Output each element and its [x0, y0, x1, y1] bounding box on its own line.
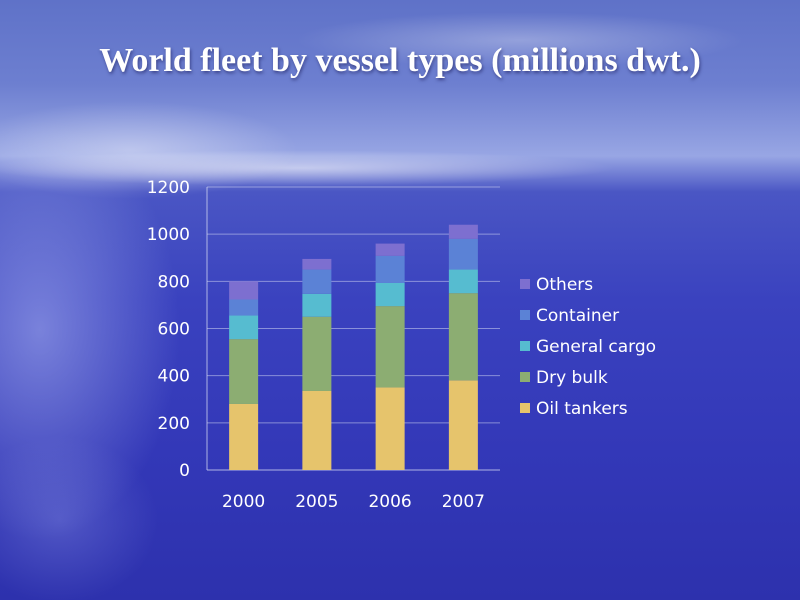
bar-segment: [448, 269, 478, 294]
legend-swatch: [520, 279, 530, 289]
y-tick-label: 0: [179, 461, 190, 481]
bar-segment: [375, 255, 405, 283]
legend-label: Dry bulk: [536, 368, 608, 388]
bar-segment: [229, 281, 259, 300]
bar-segment: [375, 387, 405, 470]
legend-swatch: [520, 310, 530, 320]
x-tick-labels: 2000 2005 2006 2007: [222, 492, 485, 512]
bar-segment: [375, 282, 405, 307]
legend-swatch: [520, 403, 530, 413]
y-tick-label: 1000: [147, 225, 190, 245]
legend-swatch: [520, 372, 530, 382]
y-tick-label: 600: [158, 320, 190, 340]
x-tick-label: 2007: [442, 492, 485, 512]
bar-segment: [448, 293, 478, 381]
x-tick-label: 2000: [222, 492, 265, 512]
x-tick-label: 2005: [295, 492, 338, 512]
legend-label: Container: [536, 306, 619, 326]
legend-label: General cargo: [536, 337, 656, 357]
bar-segment: [448, 224, 478, 239]
y-tick-label: 400: [158, 367, 190, 387]
bar-segment: [302, 390, 332, 470]
x-tick-label: 2006: [368, 492, 411, 512]
bar-segment: [302, 269, 332, 294]
bar-segment: [302, 316, 332, 391]
y-tick-label: 1200: [147, 178, 190, 198]
legend-label: Oil tankers: [536, 399, 628, 419]
y-tick-labels: 0 200 400 600 800 1000 1200: [147, 178, 190, 481]
bar-segment: [229, 339, 259, 404]
bar-segment: [229, 403, 259, 470]
bar-segment: [375, 306, 405, 388]
bar-segment: [302, 258, 332, 270]
y-tick-label: 800: [158, 272, 190, 292]
bar-segment: [229, 299, 259, 316]
legend-label: Others: [536, 275, 593, 295]
bar-segment: [229, 315, 259, 340]
bar-segment: [302, 293, 332, 317]
legend: Others Container General cargo Dry bulk Oil …: [520, 275, 656, 419]
y-tick-label: 200: [158, 414, 190, 434]
bar-segment: [448, 380, 478, 470]
bar-segment: [448, 238, 478, 270]
legend-swatch: [520, 341, 530, 351]
bars: [229, 224, 478, 470]
slide-title: World fleet by vessel types (millions dw…: [99, 42, 701, 79]
bar-segment: [375, 243, 405, 256]
